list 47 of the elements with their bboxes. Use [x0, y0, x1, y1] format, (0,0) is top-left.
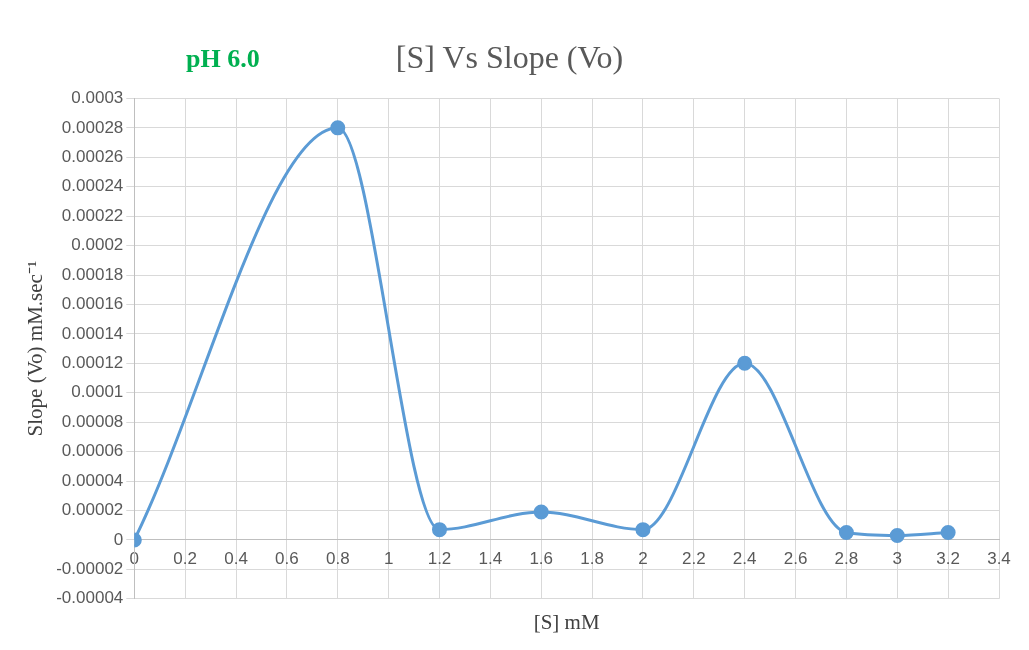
y-tick-label: 0.00008: [61, 411, 124, 431]
x-tick-label: 2.8: [834, 548, 859, 568]
x-tick-label: 0.4: [224, 548, 248, 568]
y-tick-label: 0.0001: [71, 382, 124, 402]
y-tick-label: -0.00004: [56, 588, 124, 608]
point: [635, 522, 651, 538]
x-tick-label: 0.6: [275, 548, 299, 568]
x-tick-label: 1.2: [427, 548, 452, 568]
y-tick-label: 0.00028: [61, 117, 124, 137]
y-tick-label: 0.00012: [61, 353, 124, 373]
x-tick-label: 1.6: [529, 548, 554, 568]
y-tick-label: 0.0002: [71, 235, 124, 255]
y-tick-label: 0.00018: [61, 264, 124, 284]
point: [432, 522, 447, 538]
point: [737, 355, 753, 371]
x-tick-label: 0.2: [173, 548, 197, 568]
y-tick-label: 0.00022: [61, 205, 124, 225]
y-tick-label: 0.00006: [61, 441, 124, 461]
x-axis-title: [S] mM: [533, 609, 600, 634]
x-tick-label: 3.2: [936, 548, 960, 568]
point: [533, 504, 549, 520]
point: [940, 525, 956, 541]
x-tick-label: 2.2: [682, 548, 706, 568]
y-tick-label: 0: [113, 529, 124, 549]
point: [330, 120, 346, 136]
text: pH 6.0: [186, 44, 260, 74]
y-axis-title: Slope (Vo) mM.sec⁻¹: [23, 260, 48, 437]
y-tick-label: -0.00002: [56, 559, 124, 579]
y-tick-label: 0.00016: [61, 294, 124, 314]
x-tick-label: 2.4: [732, 548, 757, 568]
x-tick-label: 1.4: [478, 548, 503, 568]
y-tick-label: 0.00014: [61, 323, 124, 343]
x-tick-label: 1: [383, 548, 394, 568]
x-tick-label: 2: [638, 548, 648, 568]
y-tick-label: 0.00024: [61, 176, 124, 196]
x-tick-label: 2.6: [783, 548, 808, 568]
x-tick-label: 3: [892, 548, 903, 568]
point: [889, 528, 905, 544]
point: [838, 525, 854, 541]
y-tick-label: 0.00004: [61, 470, 124, 490]
x-tick-label: 1.8: [580, 548, 604, 568]
y-tick-label: 0.0003: [71, 88, 124, 108]
y-tick-label: 0.00002: [61, 500, 124, 520]
x-tick-label: 0.8: [325, 548, 350, 568]
x-tick-label: 3.4: [987, 548, 1011, 568]
y-tick-label: 0.00026: [61, 146, 124, 166]
chart-title: [S] Vs Slope (Vo): [395, 38, 624, 75]
